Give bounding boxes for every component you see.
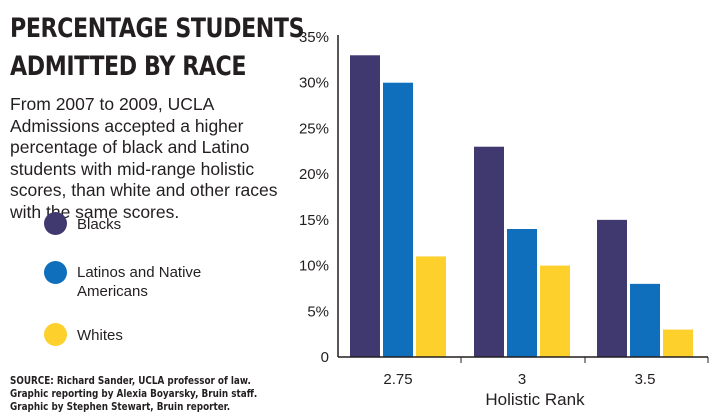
legend-label: Blacks (77, 216, 122, 233)
x-tick-label: 2.75 (383, 371, 412, 388)
y-tick-label: 15% (299, 212, 329, 229)
x-axis-title: Holistic Rank (485, 390, 585, 409)
bar (507, 229, 537, 357)
graphic-credit: Graphic by Stephen Stewart, Bruin report… (10, 401, 231, 413)
y-tick-label: 5% (307, 303, 329, 320)
bar (474, 146, 504, 357)
y-tick-label: 10% (299, 258, 329, 275)
y-tick-label: 35% (299, 29, 329, 46)
bar (630, 283, 660, 357)
bar (350, 55, 380, 358)
legend-swatch (44, 261, 67, 284)
legend-label: Whites (77, 327, 123, 344)
chart-description: From 2007 to 2009, UCLA Admissions accep… (10, 94, 278, 222)
x-tick-label: 3 (518, 371, 526, 388)
bar (663, 329, 693, 357)
bar (597, 219, 627, 357)
bar (383, 82, 413, 357)
legend-label: Latinos and Native Americans (77, 264, 202, 300)
y-tick-label: 25% (299, 120, 329, 137)
credits: SOURCE: Richard Sander, UCLA professor o… (10, 375, 258, 414)
bar (416, 256, 446, 357)
legend-swatch (44, 323, 67, 346)
title-line: ADMITTED BY RACE (10, 51, 247, 82)
y-tick-label: 30% (299, 75, 329, 92)
y-tick-label: 20% (299, 166, 329, 183)
reporting-credit: Graphic reporting by Alexia Boyarsky, Br… (10, 388, 258, 400)
x-tick-label: 3.5 (635, 371, 656, 388)
bar (540, 265, 570, 357)
source-credit: SOURCE: Richard Sander, UCLA professor o… (10, 375, 251, 387)
legend-swatch (44, 212, 67, 235)
y-tick-label: 0 (321, 349, 329, 366)
